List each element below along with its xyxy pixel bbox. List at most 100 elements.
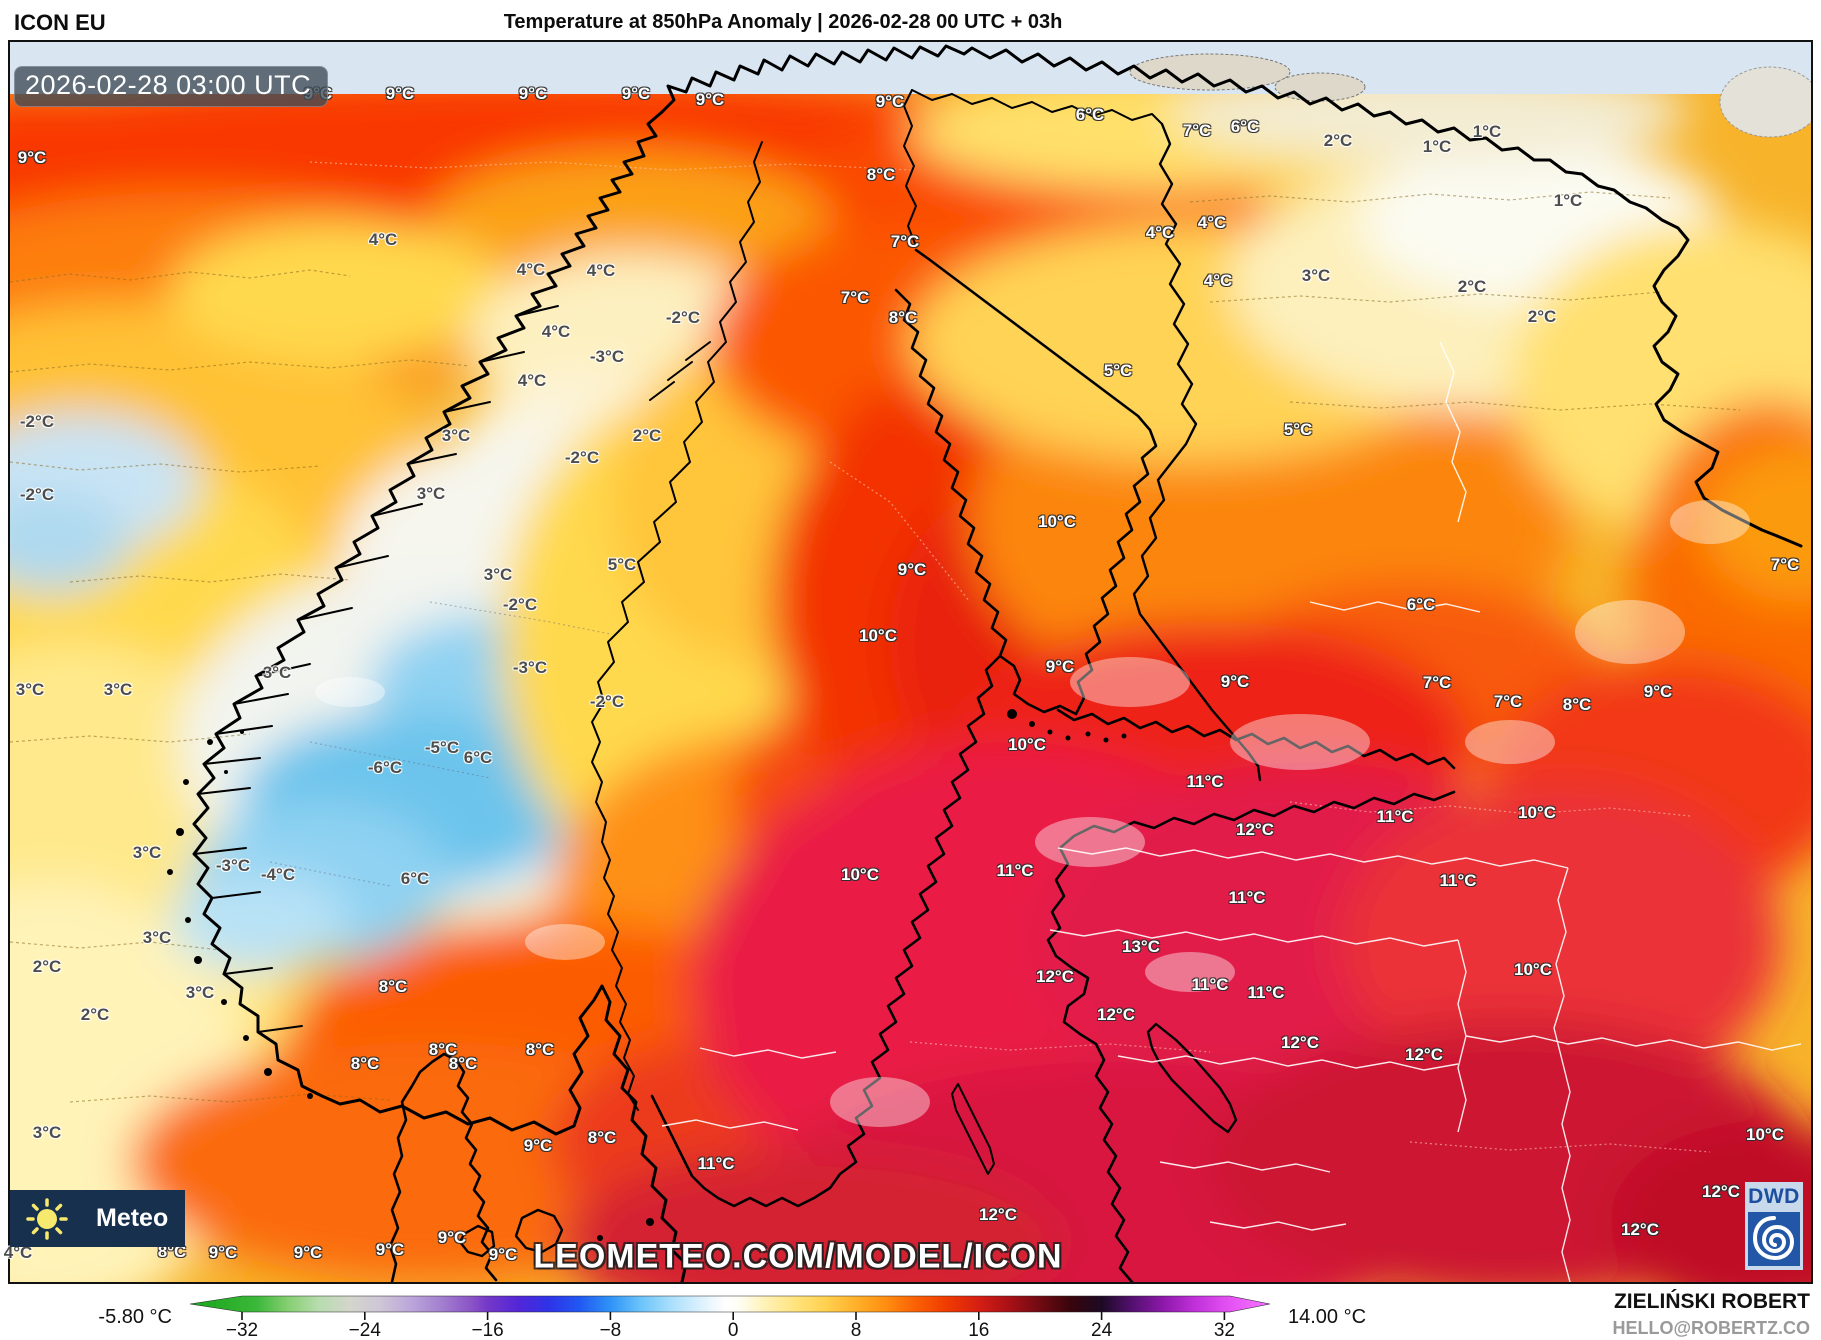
temp-label: 4°C: [1197, 213, 1227, 232]
temp-label: 1°C: [1472, 122, 1502, 141]
page-title: Temperature at 850hPa Anomaly | 2026-02-…: [503, 11, 1063, 33]
temp-label: 5°C: [1103, 361, 1133, 380]
watermark: LEOMETEO.COM/MODEL/ICON: [533, 1237, 1063, 1276]
temp-label: 12°C: [1281, 1033, 1319, 1052]
temp-label: -2°C: [502, 595, 538, 614]
colorbar-ticks: −32 −24 −16 −8 0 8 16 24 32: [226, 1312, 1235, 1340]
temp-label: -2°C: [19, 412, 55, 431]
weather-map-canvas: 9°C 9°C 9°C 9°C 9°C 9°C 6°C 9°C 8°C 7°C 7°C 8°C 7°C 6…: [4, 40, 1813, 1284]
colorbar-tick-label: 16: [968, 1320, 989, 1340]
temp-label: 12°C: [1036, 967, 1074, 986]
temp-label: 3°C: [483, 565, 513, 584]
temp-label: 2°C: [1457, 277, 1487, 296]
meteo-logo: Meteo: [10, 1190, 185, 1247]
temp-label: 13°C: [1122, 937, 1160, 956]
dwd-logo-text: DWD: [1748, 1185, 1800, 1208]
temp-label: 11°C: [996, 861, 1034, 880]
timestamp-badge: 2026-02-28 03:00 UTC: [14, 66, 329, 107]
temp-label: -5°C: [424, 738, 460, 757]
temp-label: 3°C: [132, 843, 162, 862]
temp-label: -3°C: [215, 856, 251, 875]
temp-label: 9°C: [1220, 672, 1250, 691]
temp-label: 2°C: [1323, 131, 1353, 150]
colorbar-tick-label: 24: [1091, 1320, 1113, 1340]
temp-label: -4°C: [260, 865, 296, 884]
temp-label: 10°C: [859, 626, 897, 645]
temp-label: 7°C: [1422, 673, 1452, 692]
temp-label: -2°C: [665, 308, 701, 327]
temp-label: 4°C: [1145, 223, 1175, 242]
temp-label: 7°C: [1770, 555, 1800, 574]
temp-label: 9°C: [695, 90, 725, 109]
temp-label: 9°C: [293, 1243, 323, 1262]
temp-label: 3°C: [185, 983, 215, 1002]
temp-label: 3°C: [15, 680, 45, 699]
temp-label: 3°C: [416, 484, 446, 503]
temp-label: 12°C: [979, 1205, 1017, 1224]
colorbar-tick-label: −32: [226, 1320, 258, 1340]
temp-label: 11°C: [1247, 983, 1285, 1002]
temp-label: 4°C: [3, 1243, 33, 1262]
temp-label: 9°C: [897, 560, 927, 579]
temp-label: -2°C: [564, 448, 600, 467]
temp-label: 3°C: [441, 426, 471, 445]
colorbar-gradient-bar: [189, 1295, 1271, 1313]
temp-label: 12°C: [1236, 820, 1274, 839]
admin-borders: [661, 341, 1802, 1282]
colorbar-tick-label: −16: [471, 1320, 503, 1340]
colorbar-tick-label: 8: [851, 1320, 862, 1340]
temp-label: 7°C: [1182, 121, 1212, 140]
author-name: ZIELIŃSKI ROBERT: [1613, 1290, 1810, 1313]
temp-label: 9°C: [518, 84, 548, 103]
temp-label: 6°C: [463, 748, 493, 767]
temp-label: 4°C: [517, 371, 547, 390]
temp-label: 5°C: [607, 555, 637, 574]
cloud-overlays: [315, 500, 1750, 1127]
colorbar-tick-label: −24: [349, 1320, 382, 1340]
temp-label: 1°C: [1422, 137, 1452, 156]
temp-label: 6°C: [1075, 105, 1105, 124]
temp-label: 8°C: [525, 1040, 555, 1059]
temperature-labels-layer: 9°C 9°C 9°C 9°C 9°C 9°C 6°C 9°C 8°C 7°C 7°C 8°C 7°C 6…: [4, 42, 1811, 1282]
temp-label: 8°C: [888, 308, 918, 327]
temp-label: 9°C: [1643, 682, 1673, 701]
temp-label: 6°C: [1406, 595, 1436, 614]
temp-label: 4°C: [586, 261, 616, 280]
temp-label: 9°C: [208, 1243, 238, 1262]
temp-label: 9°C: [488, 1245, 518, 1264]
colorbar-tick-label: 0: [728, 1320, 739, 1340]
temp-label: 12°C: [1405, 1045, 1443, 1064]
temp-label: 10°C: [841, 865, 879, 884]
temp-label: -3°C: [589, 347, 625, 366]
sun-icon: [26, 1197, 68, 1240]
temp-label: 10°C: [1514, 960, 1552, 979]
meteo-logo-text: Meteo: [96, 1204, 169, 1232]
temp-label: -3°C: [512, 658, 548, 677]
temp-label: 9°C: [437, 1228, 467, 1247]
temp-label: 8°C: [428, 1040, 458, 1059]
temp-label: 10°C: [1746, 1125, 1784, 1144]
temp-label: 10°C: [1008, 735, 1046, 754]
temp-label: 9°C: [375, 1240, 405, 1259]
temp-label: 11°C: [1191, 975, 1229, 994]
temp-label: 12°C: [1097, 1005, 1135, 1024]
temp-label: 4°C: [541, 322, 571, 341]
temp-label: 8°C: [350, 1054, 380, 1073]
temp-label: 12°C: [1702, 1182, 1740, 1201]
temp-label: 4°C: [516, 260, 546, 279]
temp-label: 8°C: [1562, 695, 1592, 714]
temp-label: -6°C: [367, 758, 403, 777]
temp-label: 9°C: [1045, 657, 1075, 676]
isoline-contours: [10, 161, 1741, 1153]
temp-label: 9°C: [621, 84, 651, 103]
temp-label: 9°C: [523, 1136, 553, 1155]
temp-label: 8°C: [866, 165, 896, 184]
temp-label: 7°C: [890, 232, 920, 251]
colorbar: −32 −24 −16 −8 0 8 16 24 32: [189, 1295, 1271, 1340]
temp-label: 1°C: [1553, 191, 1583, 210]
temp-label: 5°C: [1283, 420, 1313, 439]
temp-label: 6°C: [400, 869, 430, 888]
temp-label: 2°C: [1527, 307, 1557, 326]
dwd-spiral-icon: [1748, 1212, 1800, 1266]
